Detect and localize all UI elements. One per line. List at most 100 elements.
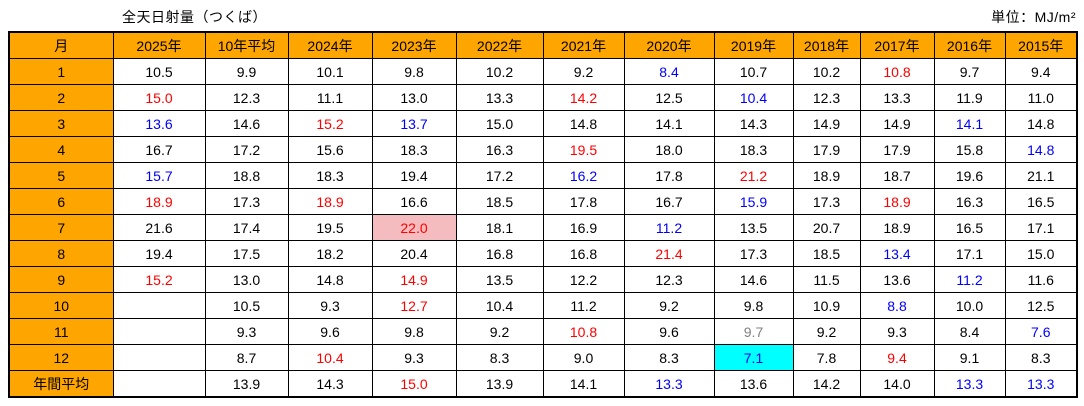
row-label: 7 bbox=[8, 214, 114, 241]
value-cell: 14.1 bbox=[933, 110, 1006, 137]
value-cell: 13.7 bbox=[371, 110, 457, 137]
table-row: 4 16.7 17.2 15.6 18.3 16.3 19.5 18.0 18.3 17.9 17.… bbox=[8, 136, 1078, 163]
value-cell: 9.9 bbox=[204, 58, 289, 85]
value-cell: 13.4 bbox=[859, 240, 935, 267]
value-cell: 16.5 bbox=[933, 214, 1006, 241]
value-cell: 14.2 bbox=[542, 84, 625, 111]
value-cell: 9.7 bbox=[933, 58, 1006, 85]
value-cell: 17.3 bbox=[713, 240, 794, 267]
value-cell: 10.1 bbox=[287, 58, 373, 85]
value-cell: 9.1 bbox=[933, 344, 1006, 371]
value-cell: 15.2 bbox=[112, 266, 206, 293]
column-header: 2016年 bbox=[933, 31, 1006, 59]
value-cell: 14.6 bbox=[204, 110, 289, 137]
value-cell: 19.4 bbox=[112, 240, 206, 267]
value-cell: 9.3 bbox=[204, 318, 289, 345]
value-cell: 15.0 bbox=[112, 84, 206, 111]
value-cell: 15.6 bbox=[287, 136, 373, 163]
value-cell: 12.3 bbox=[204, 84, 289, 111]
value-cell: 10.7 bbox=[713, 58, 794, 85]
table-row: 11 9.3 9.6 9.8 9.2 10.8 9.6 9.7 9.2 9.3 8.4 7.6 bbox=[8, 318, 1078, 345]
value-cell: 17.1 bbox=[1004, 214, 1078, 241]
value-cell: 18.2 bbox=[287, 240, 373, 267]
value-cell: 7.8 bbox=[792, 344, 861, 371]
value-cell: 14.2 bbox=[792, 370, 861, 398]
value-cell: 15.7 bbox=[112, 162, 206, 189]
value-cell: 13.0 bbox=[371, 84, 457, 111]
value-cell: 17.8 bbox=[542, 188, 625, 215]
value-cell: 14.9 bbox=[792, 110, 861, 137]
value-cell: 15.2 bbox=[287, 110, 373, 137]
row-label: 10 bbox=[8, 292, 114, 319]
table-row: 年間平均 13.9 14.3 15.0 13.9 14.1 13.3 13.6 14.2 14.0… bbox=[8, 370, 1078, 398]
value-cell: 19.5 bbox=[542, 136, 625, 163]
value-cell: 22.0 bbox=[371, 214, 457, 241]
column-header: 2019年 bbox=[713, 31, 794, 59]
row-label: 年間平均 bbox=[8, 370, 114, 398]
value-cell: 13.3 bbox=[455, 84, 544, 111]
value-cell: 17.5 bbox=[204, 240, 289, 267]
row-label: 2 bbox=[8, 84, 114, 111]
value-cell: 9.4 bbox=[859, 344, 935, 371]
value-cell: 16.8 bbox=[455, 240, 544, 267]
value-cell: 18.9 bbox=[792, 162, 861, 189]
value-cell: 8.3 bbox=[455, 344, 544, 371]
value-cell: 14.8 bbox=[1004, 110, 1078, 137]
value-cell: 18.5 bbox=[455, 188, 544, 215]
value-cell: 14.1 bbox=[623, 110, 715, 137]
value-cell: 7.1 bbox=[713, 344, 794, 371]
value-cell: 12.3 bbox=[623, 266, 715, 293]
value-cell: 15.0 bbox=[1004, 240, 1078, 267]
value-cell: 13.6 bbox=[112, 110, 206, 137]
value-cell: 18.9 bbox=[859, 188, 935, 215]
value-cell bbox=[112, 318, 206, 345]
column-header: 2017年 bbox=[859, 31, 935, 59]
value-cell: 16.2 bbox=[542, 162, 625, 189]
value-cell: 16.9 bbox=[542, 214, 625, 241]
table-row: 8 19.4 17.5 18.2 20.4 16.8 16.8 21.4 17.3 18.5 13.… bbox=[8, 240, 1078, 267]
value-cell: 9.3 bbox=[287, 292, 373, 319]
value-cell: 18.7 bbox=[859, 162, 935, 189]
value-cell: 9.2 bbox=[792, 318, 861, 345]
table-row: 9 15.2 13.0 14.8 14.9 13.5 12.2 12.3 14.6 11.5 13.… bbox=[8, 266, 1078, 293]
value-cell: 13.5 bbox=[455, 266, 544, 293]
value-cell: 13.6 bbox=[713, 370, 794, 398]
table-row: 2 15.0 12.3 11.1 13.0 13.3 14.2 12.5 10.4 12.3 13.… bbox=[8, 84, 1078, 111]
value-cell: 9.3 bbox=[371, 344, 457, 371]
value-cell: 10.4 bbox=[713, 84, 794, 111]
value-cell: 16.3 bbox=[933, 188, 1006, 215]
value-cell: 21.4 bbox=[623, 240, 715, 267]
value-cell: 12.7 bbox=[371, 292, 457, 319]
value-cell: 17.9 bbox=[859, 136, 935, 163]
value-cell: 19.5 bbox=[287, 214, 373, 241]
value-cell: 12.5 bbox=[623, 84, 715, 111]
column-header: 2023年 bbox=[371, 31, 457, 59]
value-cell: 7.6 bbox=[1004, 318, 1078, 345]
table-row: 12 8.7 10.4 9.3 8.3 9.0 8.3 7.1 7.8 9.4 9.1 8.3 bbox=[8, 344, 1078, 371]
value-cell: 9.3 bbox=[859, 318, 935, 345]
value-cell: 13.9 bbox=[455, 370, 544, 398]
table-row: 6 18.9 17.3 18.9 16.6 18.5 17.8 16.7 15.9 17.3 18.… bbox=[8, 188, 1078, 215]
value-cell: 9.4 bbox=[1004, 58, 1078, 85]
column-header: 2024年 bbox=[287, 31, 373, 59]
value-cell: 11.2 bbox=[542, 292, 625, 319]
value-cell: 10.4 bbox=[287, 344, 373, 371]
row-label: 6 bbox=[8, 188, 114, 215]
table-row: 3 13.6 14.6 15.2 13.7 15.0 14.8 14.1 14.3 14.9 14.… bbox=[8, 110, 1078, 137]
value-cell: 14.6 bbox=[713, 266, 794, 293]
table-row: 10 10.5 9.3 12.7 10.4 11.2 9.2 9.8 10.9 8.8 10.0 12… bbox=[8, 292, 1078, 319]
value-cell: 10.5 bbox=[204, 292, 289, 319]
column-header: 2015年 bbox=[1004, 31, 1078, 59]
value-cell: 13.6 bbox=[859, 266, 935, 293]
value-cell: 8.3 bbox=[1004, 344, 1078, 371]
value-cell: 9.2 bbox=[623, 292, 715, 319]
value-cell: 17.4 bbox=[204, 214, 289, 241]
value-cell: 16.6 bbox=[371, 188, 457, 215]
value-cell: 12.3 bbox=[792, 84, 861, 111]
value-cell: 12.5 bbox=[1004, 292, 1078, 319]
value-cell: 16.8 bbox=[542, 240, 625, 267]
row-label: 12 bbox=[8, 344, 114, 371]
value-cell: 11.5 bbox=[792, 266, 861, 293]
value-cell: 9.7 bbox=[713, 318, 794, 345]
value-cell: 18.9 bbox=[287, 188, 373, 215]
